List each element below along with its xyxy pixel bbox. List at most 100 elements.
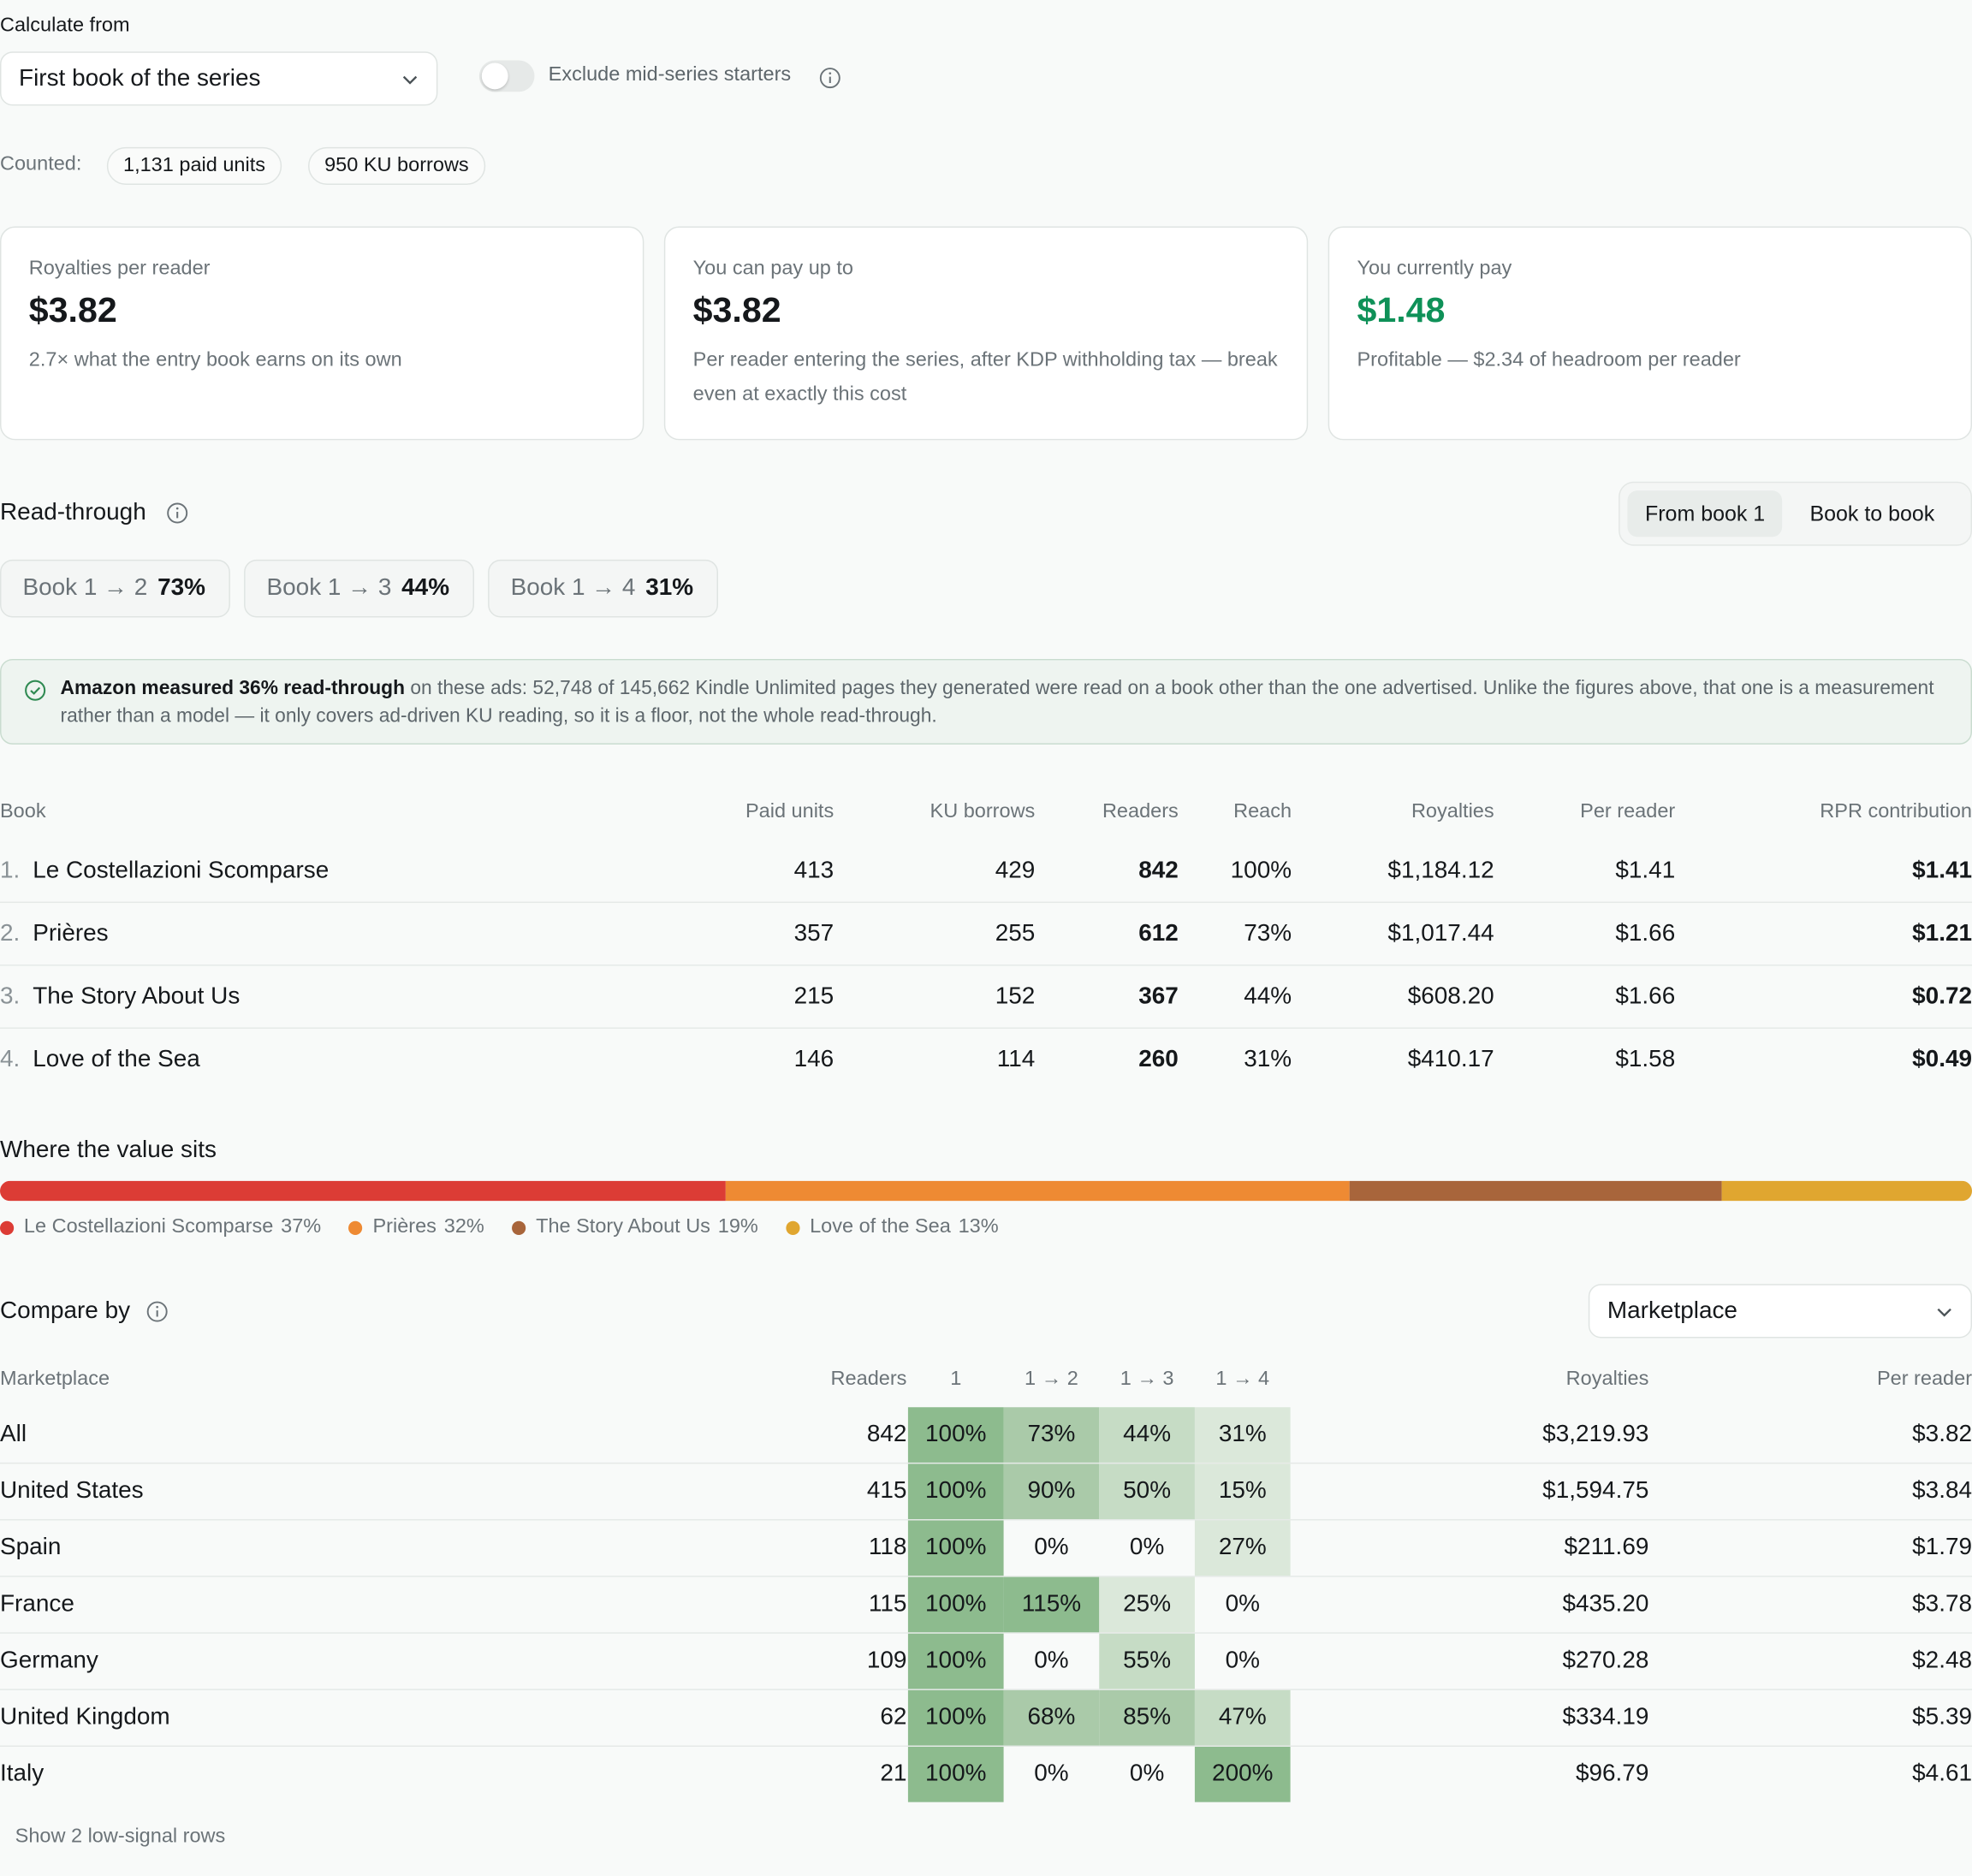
col-ku-borrows: KU borrows xyxy=(930,801,1036,822)
info-icon[interactable] xyxy=(819,67,841,89)
tab-book-to-book[interactable]: Book to book xyxy=(1809,502,1935,526)
book-title: Prières xyxy=(33,920,109,947)
heat-cell: 200% xyxy=(1194,1746,1291,1802)
table-row: 4. Love of the Sea 146 114 260 31% $410.… xyxy=(0,1029,1972,1091)
ku-borrows-pill: 950 KU borrows xyxy=(308,146,485,186)
per-reader: $1.79 xyxy=(1912,1534,1972,1561)
legend-pct: 13% xyxy=(958,1215,999,1238)
book-num: 3. xyxy=(0,983,21,1010)
col-paid-units: Paid units xyxy=(745,801,835,822)
read-through-chip: Book 1 → 2 73% xyxy=(0,559,230,618)
table-row: Italy 21 100% 0% 0% 200% $96.79 $4.61 xyxy=(0,1746,1972,1803)
show-low-signal-rows-link[interactable]: Show 2 low-signal rows xyxy=(15,1826,226,1848)
readers: 109 xyxy=(866,1647,907,1674)
paid-units: 413 xyxy=(793,858,835,884)
reach: 44% xyxy=(1244,983,1292,1010)
col-1-to-4: 1 → 4 xyxy=(1215,1368,1270,1390)
reach: 100% xyxy=(1230,858,1292,884)
per-reader: $1.58 xyxy=(1615,1046,1676,1073)
ku-borrows: 429 xyxy=(995,858,1036,884)
legend-pct: 37% xyxy=(281,1215,322,1238)
legend-item: Love of the Sea 13% xyxy=(786,1216,999,1238)
heat-cell: 0% xyxy=(1034,1534,1069,1561)
ku-borrows: 152 xyxy=(995,983,1036,1010)
amazon-measured-note: Amazon measured 36% read-through on thes… xyxy=(0,658,1972,745)
readers: 842 xyxy=(1138,858,1179,884)
marketplace-name: United Kingdom xyxy=(0,1704,170,1731)
compare-by-title: Compare by xyxy=(0,1297,131,1325)
info-icon[interactable] xyxy=(166,502,188,524)
info-icon[interactable] xyxy=(146,1300,168,1322)
exclude-mid-series-toggle[interactable] xyxy=(478,60,535,92)
per-reader: $1.41 xyxy=(1615,858,1676,884)
chip-pct: 31% xyxy=(645,574,694,602)
marketplace-name: United States xyxy=(0,1477,144,1505)
ku-borrows: 255 xyxy=(995,920,1036,947)
heat-cell: 100% xyxy=(907,1407,1004,1463)
readers: 115 xyxy=(868,1590,907,1618)
table-row: All 842 100% 73% 44% 31% $3,219.93 $3.82 xyxy=(0,1407,1972,1464)
tab-from-book-1[interactable]: From book 1 xyxy=(1627,490,1783,537)
per-reader: $2.48 xyxy=(1912,1647,1972,1674)
value-share-bar xyxy=(0,1180,1972,1202)
heat-cell: 100% xyxy=(907,1520,1004,1576)
marketplace-name: Spain xyxy=(0,1534,62,1561)
royalties: $270.28 xyxy=(1562,1647,1649,1674)
legend-name: The Story About Us xyxy=(536,1215,710,1238)
col-marketplace: Marketplace xyxy=(0,1368,110,1390)
royalties: $435.20 xyxy=(1562,1590,1649,1618)
card-value: $3.82 xyxy=(692,290,781,329)
heat-cell: 0% xyxy=(1034,1760,1069,1788)
heat-cell: 0% xyxy=(1225,1647,1260,1674)
heat-cell: 100% xyxy=(907,1746,1004,1802)
legend-item: Prières 32% xyxy=(348,1215,484,1238)
table-row: United States 415 100% 90% 50% 15% $1,594.75 $3… xyxy=(0,1463,1972,1521)
royalties: $3,219.93 xyxy=(1542,1421,1649,1448)
calculate-from-select[interactable]: First book of the series xyxy=(0,51,438,106)
royalties-per-reader-card: Royalties per reader $3.82 2.7× what the… xyxy=(0,226,644,441)
per-reader: $3.82 xyxy=(1912,1421,1972,1448)
col-rpr-contribution: RPR contribution xyxy=(1820,801,1972,822)
legend-name: Love of the Sea xyxy=(810,1215,951,1238)
royalties: $1,184.12 xyxy=(1387,858,1494,884)
heat-cell: 100% xyxy=(907,1576,1004,1633)
card-value: $1.48 xyxy=(1357,290,1446,329)
heat-cell: 115% xyxy=(1003,1576,1100,1633)
table-row: United Kingdom 62 100% 68% 85% 47% $334.19 $5.3… xyxy=(0,1689,1972,1747)
legend-dot-2 xyxy=(512,1220,526,1235)
rpr-contribution: $0.72 xyxy=(1912,983,1972,1010)
table-row: France 115 100% 115% 25% 0% $435.20 $3.78 xyxy=(0,1576,1972,1634)
legend-name: Prières xyxy=(372,1215,437,1238)
heat-cell: 47% xyxy=(1194,1689,1291,1746)
royalties: $211.69 xyxy=(1564,1534,1649,1561)
readers: 842 xyxy=(866,1421,907,1448)
readers: 612 xyxy=(1138,920,1179,947)
chip-label: Book 1 → 3 xyxy=(266,574,392,602)
heat-cell: 68% xyxy=(1003,1689,1100,1746)
heat-cell: 100% xyxy=(907,1463,1004,1520)
paid-units-pill: 1,131 paid units xyxy=(106,146,282,186)
book-num: 4. xyxy=(0,1046,21,1073)
legend-name: Le Costellazioni Scomparse xyxy=(23,1215,274,1238)
reach: 31% xyxy=(1244,1046,1292,1073)
col-royalties: Royalties xyxy=(1565,1368,1649,1390)
col-1-to-2: 1 → 2 xyxy=(1025,1368,1078,1390)
heat-cell: 100% xyxy=(907,1633,1004,1689)
check-circle-icon xyxy=(25,680,46,701)
book-title: Le Costellazioni Scomparse xyxy=(33,858,330,884)
readers: 367 xyxy=(1138,983,1179,1010)
legend-dot-0 xyxy=(0,1220,15,1235)
compare-by-select[interactable]: Marketplace xyxy=(1588,1284,1972,1339)
col-book-1: 1 xyxy=(950,1368,962,1390)
col-readers: Readers xyxy=(830,1368,907,1390)
col-reach: Reach xyxy=(1233,801,1292,822)
per-reader: $4.61 xyxy=(1912,1760,1972,1788)
value-segment xyxy=(1721,1180,1972,1202)
book-title: Love of the Sea xyxy=(33,1046,200,1073)
col-readers: Readers xyxy=(1102,801,1179,822)
heat-cell: 31% xyxy=(1194,1407,1291,1463)
marketplace-name: All xyxy=(0,1421,27,1448)
legend-pct: 32% xyxy=(443,1215,484,1238)
per-reader: $3.84 xyxy=(1912,1477,1972,1505)
